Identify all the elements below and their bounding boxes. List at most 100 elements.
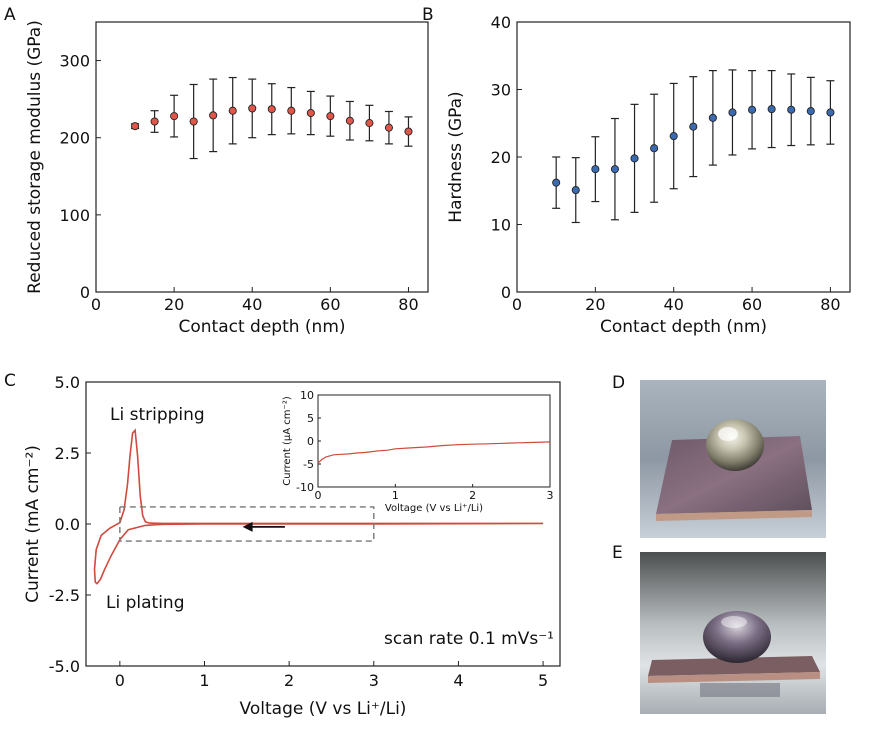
x-tick-label: 60 — [742, 295, 762, 314]
panel-letter-a: A — [4, 5, 16, 25]
x-tick-label: 20 — [585, 295, 605, 314]
panel-letter-e: E — [612, 543, 623, 563]
inset-curve — [317, 441, 551, 464]
x-tick-label: 0 — [91, 295, 101, 314]
data-point — [552, 178, 561, 187]
x-tick-label: 20 — [164, 295, 184, 314]
panel-letter-d: D — [612, 373, 625, 393]
x-axis-label: Contact depth (nm) — [178, 317, 345, 337]
inset-y-tick-label: -10 — [296, 481, 314, 494]
data-point — [248, 104, 257, 113]
photo-e-droplet-side-view — [640, 552, 826, 714]
data-point — [826, 108, 835, 117]
chart-a-modulus: 0 20 40 60 80 0 100 200 300 Contact depth (nm) Red… — [25, 20, 429, 337]
y-tick-label: -2.5 — [49, 586, 80, 605]
inset-y-tick-label: 0 — [307, 435, 314, 448]
y-tick-label: 200 — [59, 129, 90, 148]
x-tick-label: 5 — [538, 671, 548, 690]
inset-x-axis-label: Voltage (V vs Li⁺/Li) — [385, 503, 483, 514]
y-tick-label: 0 — [80, 283, 90, 302]
x-tick-label: 1 — [199, 671, 209, 690]
x-tick-label: 60 — [320, 295, 340, 314]
y-tick-label: 5.0 — [55, 373, 80, 392]
data-point — [708, 113, 717, 122]
inset-y-tick-label: -5 — [303, 458, 314, 471]
photo-d-droplet-highlight — [718, 427, 738, 441]
photo-e-plate-edge — [648, 672, 820, 683]
x-tick-label: 2 — [284, 671, 294, 690]
scan-direction-arrow-head — [242, 521, 253, 532]
x-tick-label: 4 — [453, 671, 463, 690]
data-point — [669, 132, 678, 141]
chart-c-cv: 0 1 2 3 4 5 -5.0 -2.5 0.0 2.5 5.0 Voltage (V vs Li⁺… — [23, 373, 561, 719]
inset-x-tick-label: 1 — [392, 489, 399, 502]
x-axis-label: Contact depth (nm) — [600, 317, 767, 337]
x-tick-label: 80 — [398, 295, 418, 314]
data-point — [689, 122, 698, 131]
chart-b-hardness: 0 20 40 60 80 0 10 20 30 40 Contact depth (nm) Hard… — [446, 13, 851, 337]
data-point — [267, 105, 276, 114]
y-tick-label: 0.0 — [55, 515, 80, 534]
data-point — [326, 112, 335, 121]
zoom-region-box — [119, 506, 375, 542]
y-axis-label: Current (mA cm⁻²) — [23, 445, 43, 603]
plot-frame — [516, 21, 851, 293]
data-point — [306, 108, 315, 118]
y-tick-label: 2.5 — [55, 444, 80, 463]
photo-d-plate — [656, 436, 812, 514]
x-axis-label: Voltage (V vs Li⁺/Li) — [240, 699, 407, 719]
data-point — [209, 111, 218, 120]
x-tick-label: 0 — [115, 671, 125, 690]
y-tick-label: 100 — [59, 206, 90, 225]
data-point — [571, 186, 580, 195]
data-point — [787, 105, 796, 114]
data-point — [650, 144, 659, 153]
data-point — [131, 122, 140, 131]
data-point — [748, 105, 757, 114]
inset-frame — [317, 394, 551, 488]
plot-frame — [95, 21, 429, 293]
y-tick-label: 40 — [491, 13, 511, 32]
y-tick-label: 20 — [491, 148, 511, 167]
annotation-scan-rate: scan rate 0.1 mVs⁻¹ — [384, 629, 554, 649]
inset-y-axis-label: Current (μA cm⁻²) — [282, 396, 293, 486]
photo-e-plate — [648, 656, 820, 676]
y-tick-label: 10 — [491, 216, 511, 235]
x-tick-label: 80 — [820, 295, 840, 314]
photo-e-reflection — [700, 683, 780, 697]
inset-x-tick-label: 0 — [315, 489, 322, 502]
inset-y-tick-label: 5 — [307, 412, 314, 425]
photo-d-droplet — [706, 419, 764, 471]
panel-letter-b: B — [422, 5, 434, 25]
inset-x-tick-label: 3 — [547, 489, 554, 502]
photo-e-droplet — [703, 611, 771, 663]
data-point — [189, 117, 198, 126]
data-point — [170, 112, 179, 121]
data-point — [728, 108, 737, 117]
data-point — [404, 127, 413, 136]
y-tick-label: 0 — [501, 283, 511, 302]
data-point — [767, 105, 776, 114]
data-point — [287, 106, 296, 115]
y-axis-label: Hardness (GPa) — [446, 91, 466, 222]
data-point — [806, 107, 815, 116]
data-point — [630, 154, 639, 163]
data-point — [610, 165, 619, 174]
photo-d-droplet-on-plate — [640, 380, 826, 538]
annotation-li-stripping: Li stripping — [110, 405, 205, 425]
data-point — [384, 123, 393, 132]
x-tick-label: 0 — [512, 295, 522, 314]
inset-x-tick-label: 2 — [469, 489, 476, 502]
data-point — [591, 165, 600, 174]
data-point — [345, 116, 354, 125]
data-point — [365, 119, 374, 128]
data-point — [150, 117, 159, 126]
inset-y-tick-label: 10 — [300, 389, 314, 402]
y-tick-label: 300 — [59, 52, 90, 71]
x-tick-label: 40 — [242, 295, 262, 314]
panel-letter-c: C — [4, 371, 16, 391]
x-tick-label: 3 — [369, 671, 379, 690]
x-tick-label: 40 — [664, 295, 684, 314]
data-point — [228, 106, 237, 115]
